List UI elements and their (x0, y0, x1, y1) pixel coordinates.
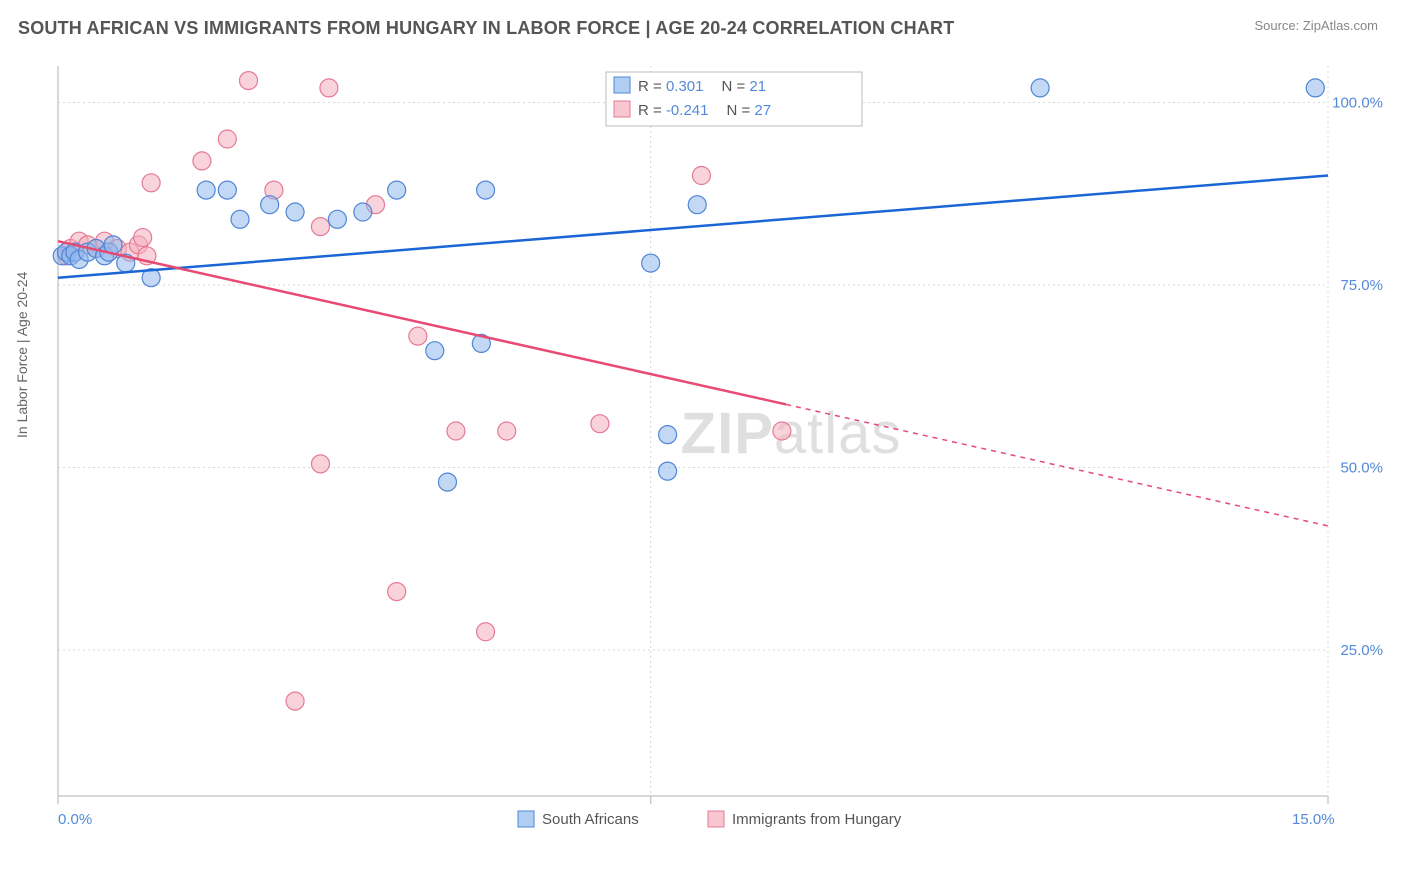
data-point (311, 455, 329, 473)
y-axis-label: In Labor Force | Age 20-24 (14, 272, 30, 438)
data-point (659, 462, 677, 480)
y-tick-label: 25.0% (1340, 642, 1383, 659)
data-point (240, 72, 258, 90)
data-point (659, 426, 677, 444)
data-point (286, 692, 304, 710)
data-point (218, 130, 236, 148)
legend-series-label: Immigrants from Hungary (732, 811, 902, 828)
data-point (328, 210, 346, 228)
data-point (1031, 79, 1049, 97)
scatter-chart-svg: ZIPatlas25.0%50.0%75.0%100.0%0.0%15.0%R … (48, 56, 1388, 876)
x-tick-label: 0.0% (58, 811, 92, 828)
source-label: Source: ZipAtlas.com (1254, 18, 1378, 33)
data-point (692, 167, 710, 185)
data-point (409, 327, 427, 345)
data-point (447, 422, 465, 440)
data-point (261, 196, 279, 214)
data-point (642, 254, 660, 272)
regression-line (58, 176, 1328, 278)
chart-title: SOUTH AFRICAN VS IMMIGRANTS FROM HUNGARY… (18, 18, 954, 39)
data-point (477, 623, 495, 641)
legend-swatch (614, 101, 630, 117)
data-point (142, 174, 160, 192)
data-point (231, 210, 249, 228)
data-point (134, 229, 152, 247)
legend-stats-row: R = -0.241N = 27 (638, 102, 771, 119)
x-tick-label: 15.0% (1292, 811, 1335, 828)
data-point (426, 342, 444, 360)
legend-stats-row: R = 0.301N = 21 (638, 78, 766, 95)
regression-line (58, 241, 786, 404)
data-point (320, 79, 338, 97)
y-tick-label: 75.0% (1340, 277, 1383, 294)
data-point (773, 422, 791, 440)
chart-container: ZIPatlas25.0%50.0%75.0%100.0%0.0%15.0%R … (48, 56, 1388, 826)
data-point (477, 181, 495, 199)
y-tick-label: 100.0% (1332, 95, 1383, 112)
y-tick-label: 50.0% (1340, 460, 1383, 477)
data-point (591, 415, 609, 433)
data-point (438, 473, 456, 491)
data-point (218, 181, 236, 199)
data-point (1306, 79, 1324, 97)
data-point (286, 203, 304, 221)
legend-swatch (614, 77, 630, 93)
legend-swatch (708, 811, 724, 827)
legend-swatch (518, 811, 534, 827)
data-point (688, 196, 706, 214)
data-point (388, 583, 406, 601)
data-point (197, 181, 215, 199)
data-point (354, 203, 372, 221)
legend-series-label: South Africans (542, 811, 639, 828)
data-point (388, 181, 406, 199)
data-point (498, 422, 516, 440)
data-point (193, 152, 211, 170)
data-point (311, 218, 329, 236)
